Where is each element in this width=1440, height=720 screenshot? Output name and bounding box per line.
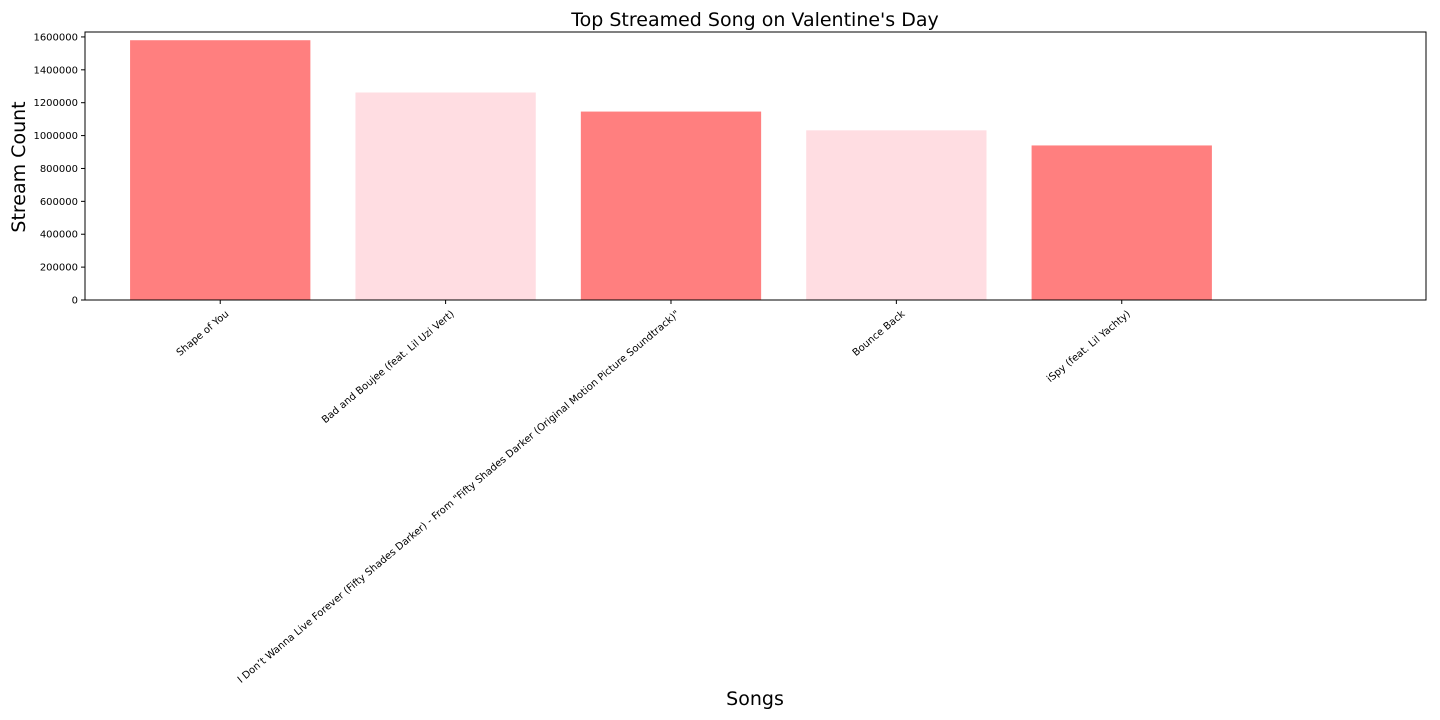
- y-tick-label: 0: [72, 296, 78, 307]
- y-axis-label: Stream Count: [8, 101, 30, 232]
- x-tick-label: Shape of You: [175, 309, 232, 359]
- x-axis-ticks: Shape of You Bad and Boujee (feat. Lil Uz…: [175, 300, 1133, 686]
- bar-2: [355, 92, 536, 300]
- bar-1: [130, 40, 311, 301]
- y-tick-label: 1000000: [33, 131, 78, 142]
- y-tick-label: 1600000: [33, 32, 78, 43]
- y-tick-label: 400000: [40, 230, 78, 241]
- bar-4: [806, 130, 987, 300]
- x-tick-label: Bad and Boujee (feat. Lil Uzi Vert): [320, 309, 457, 426]
- y-tick-label: 800000: [40, 164, 78, 175]
- y-tick-label: 200000: [40, 263, 78, 274]
- bars-group: [130, 40, 1212, 301]
- x-tick-label: iSpy (feat. Lil Yachty): [1045, 309, 1133, 385]
- x-axis-label: Songs: [726, 688, 784, 710]
- x-tick-label: I Don’t Wanna Live Forever (Fifty Shades…: [236, 309, 682, 686]
- x-tick-label: Bounce Back: [851, 309, 908, 359]
- y-tick-label: 1400000: [33, 65, 78, 76]
- bar-5: [1031, 145, 1212, 300]
- y-tick-label: 1200000: [33, 98, 78, 109]
- plot-frame: [84, 31, 1427, 301]
- y-axis-ticks: 0 200000 400000 600000 800000 1000000 1200000 1…: [33, 32, 85, 307]
- bar-3: [580, 111, 762, 300]
- chart-title: Top Streamed Song on Valentine's Day: [570, 9, 939, 31]
- y-tick-label: 600000: [40, 197, 78, 208]
